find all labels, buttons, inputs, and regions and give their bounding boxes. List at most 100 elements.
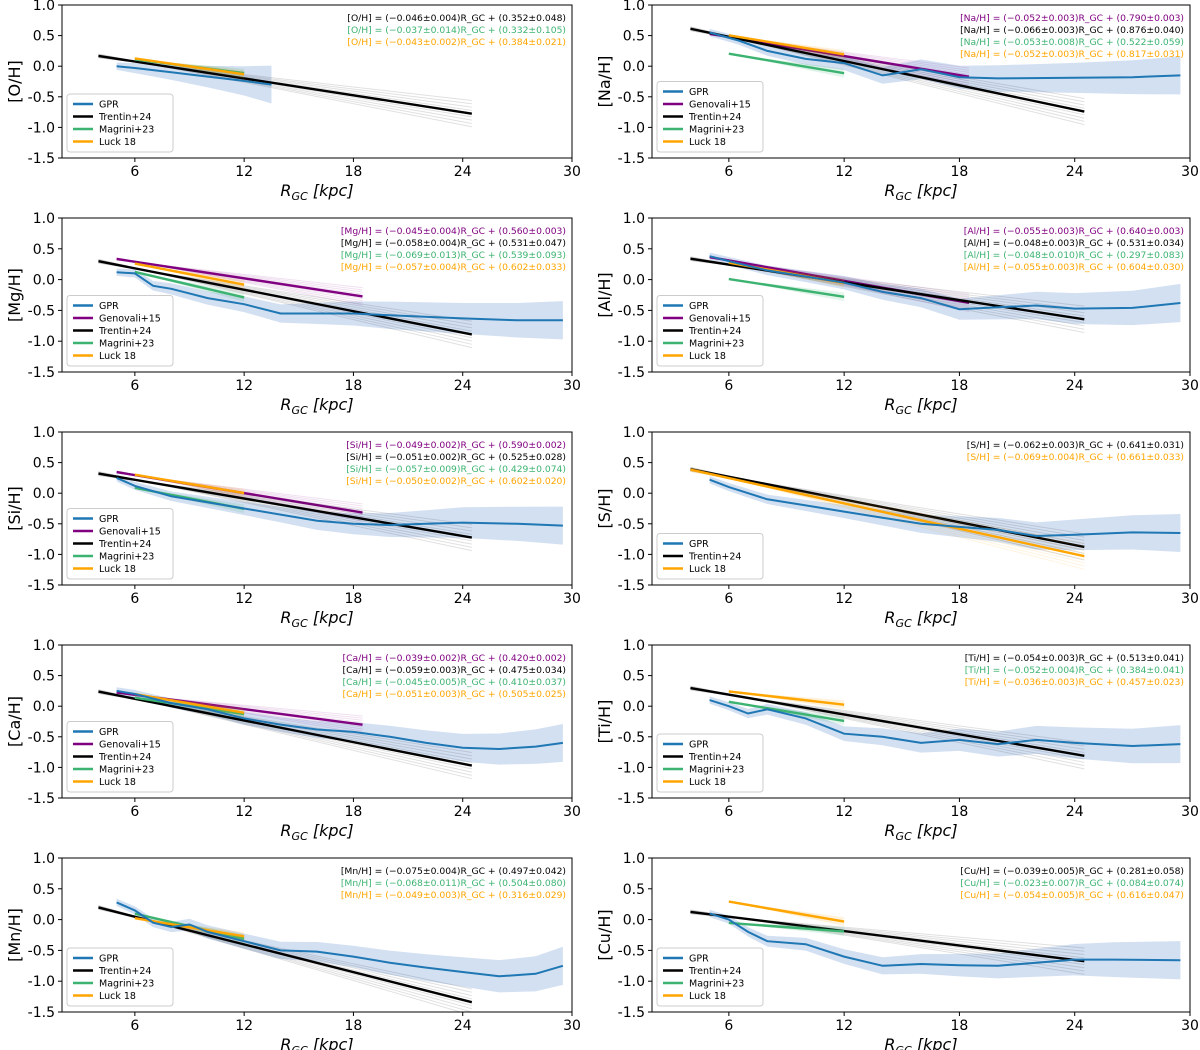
gpr-uncertainty-band — [709, 909, 1181, 980]
panel-na-h: 6 12 18 24 30 1.0 0.5 0.0 -0.5 -1.0 -1.5 RGC [kpc] [… — [595, 0, 1199, 203]
gpr-curve — [709, 478, 1181, 538]
fit-equation-luck-18: [Mg/H] = (−0.057±0.004)R_GC + (0.602±0.0… — [341, 262, 566, 273]
y-tick-label: 1.0 — [623, 0, 645, 14]
plot-area — [690, 26, 1181, 126]
legend-label-luck-18: Luck 18 — [99, 351, 136, 362]
x-tick-label: 18 — [345, 591, 363, 607]
gpr-curve — [709, 912, 1181, 967]
axes-frame — [651, 4, 1191, 159]
x-tick-label: 18 — [951, 804, 969, 820]
y-tick-label: 0.5 — [33, 242, 55, 258]
y-tick-label: -1.0 — [28, 120, 55, 136]
y-tick-label: 0.5 — [33, 669, 55, 685]
legend-frame — [66, 508, 174, 580]
x-axis-label: RGC [kpc] — [280, 1035, 353, 1050]
y-tick-label: -1.5 — [28, 791, 55, 807]
x-tick-label: 30 — [563, 164, 581, 180]
x-axis-label: RGC [kpc] — [280, 821, 353, 843]
y-axis-label: [Si/H] — [5, 486, 24, 531]
fit-equation-luck-18: [Al/H] = (−0.055±0.003)R_GC + (0.604±0.0… — [964, 262, 1184, 273]
fit-line-luck-18 — [134, 262, 245, 286]
y-tick-label: -0.5 — [618, 943, 645, 959]
x-tick-label: 24 — [1066, 591, 1084, 607]
y-axis-label: [Mn/H] — [5, 908, 24, 962]
y-tick-label: -1.5 — [618, 365, 645, 381]
legend-label-luck-18: Luck 18 — [99, 564, 136, 575]
x-tick-label: 30 — [1181, 804, 1199, 820]
fit-line-trentin-24 — [690, 27, 1085, 113]
legend-label-trentin-24: Trentin+24 — [98, 112, 151, 123]
y-tick-label: -0.5 — [618, 90, 645, 106]
y-tick-label: -1.0 — [618, 120, 645, 136]
legend-label-trentin-24: Trentin+24 — [688, 966, 741, 977]
y-axis-label: [Na/H] — [595, 56, 614, 108]
x-tick-label: 12 — [235, 591, 253, 607]
fit-equation-trentin-24: [Si/H] = (−0.051±0.002)R_GC + (0.525±0.0… — [346, 452, 566, 463]
fit-equation-magrini-23: [Cu/H] = (−0.023±0.007)R_GC + (0.084±0.0… — [960, 878, 1184, 889]
legend-label-trentin-24: Trentin+24 — [688, 752, 741, 763]
y-tick-label: 0.0 — [33, 486, 55, 502]
legend-label-trentin-24: Trentin+24 — [98, 326, 151, 337]
y-tick-label: 0.0 — [33, 913, 55, 929]
gpr-curve — [116, 65, 272, 86]
legend-frame — [656, 947, 764, 1007]
y-tick-label: 0.5 — [33, 29, 55, 45]
panel-ca-h: 6 12 18 24 30 1.0 0.5 0.0 -0.5 -1.0 -1.5 RGC [kpc] [… — [5, 638, 581, 843]
axes-frame — [61, 217, 573, 373]
y-tick-label: 0.0 — [623, 59, 645, 75]
fit-line-luck-18 — [134, 917, 245, 938]
y-tick-label: -0.5 — [28, 730, 55, 746]
fit-line-luck-18 — [728, 690, 845, 706]
x-axis-label: RGC [kpc] — [280, 181, 353, 203]
y-tick-label: -0.5 — [618, 730, 645, 746]
fit-equation-magrini-23: [Ti/H] = (−0.052±0.004)R_GC + (0.384±0.0… — [965, 665, 1184, 676]
x-tick-label: 12 — [835, 378, 853, 394]
legend-label-gpr: GPR — [99, 514, 119, 525]
fit-equation-magrini-23: [O/H] = (−0.037±0.014)R_GC + (0.332±0.10… — [347, 25, 566, 36]
panel-si-h: 6 12 18 24 30 1.0 0.5 0.0 -0.5 -1.0 -1.5 RGC [kpc] [… — [5, 425, 581, 630]
fit-line-trentin-24 — [98, 472, 473, 539]
y-tick-label: 1.0 — [33, 0, 55, 14]
fit-equation-luck-18: [Ca/H] = (−0.051±0.003)R_GC + (0.505±0.0… — [343, 689, 566, 700]
fit-equation-luck-18: [Na/H] = (−0.052±0.003)R_GC + (0.817±0.0… — [960, 49, 1184, 60]
gpr-uncertainty-band — [116, 898, 563, 993]
y-tick-label: -1.0 — [28, 547, 55, 563]
plot-area — [98, 257, 563, 349]
panel-ti-h: 6 12 18 24 30 1.0 0.5 0.0 -0.5 -1.0 -1.5 RGC [kpc] [… — [595, 638, 1199, 843]
fit-line-luck-18 — [690, 468, 1085, 558]
legend-label-gpr: GPR — [99, 727, 119, 738]
fit-line-luck-18 — [728, 34, 845, 56]
x-tick-label: 30 — [1181, 1018, 1199, 1034]
y-axis-label: [Mg/H] — [5, 268, 24, 322]
fit-equation-luck-18: [Mn/H] = (−0.049±0.003)R_GC + (0.316±0.0… — [341, 890, 566, 901]
fit-line-magrini-23 — [728, 921, 845, 933]
y-axis-label: [O/H] — [5, 60, 24, 103]
x-tick-label: 6 — [130, 1018, 139, 1034]
panel-cu-h: 6 12 18 24 30 1.0 0.5 0.0 -0.5 -1.0 -1.5 RGC [kpc] [… — [595, 851, 1199, 1050]
y-tick-label: 0.5 — [623, 456, 645, 472]
x-tick-label: 30 — [563, 378, 581, 394]
x-tick-label: 24 — [454, 591, 472, 607]
y-tick-label: 0.0 — [623, 699, 645, 715]
x-tick-label: 6 — [724, 1018, 733, 1034]
legend-label-gpr: GPR — [689, 740, 709, 751]
gpr-uncertainty-band — [709, 696, 1181, 764]
x-tick-label: 12 — [835, 1018, 853, 1034]
x-tick-label: 24 — [1066, 1018, 1084, 1034]
x-tick-label: 24 — [454, 378, 472, 394]
legend-label-magrini-23: Magrini+23 — [99, 552, 154, 563]
fit-line-trentin-24 — [98, 690, 473, 767]
legend-label-trentin-24: Trentin+24 — [688, 112, 741, 123]
y-tick-label: -1.0 — [618, 760, 645, 776]
y-tick-label: -1.0 — [28, 760, 55, 776]
y-tick-label: 0.0 — [623, 273, 645, 289]
gpr-curve — [116, 901, 564, 978]
legend-frame — [66, 947, 174, 1007]
y-axis-label: [Cu/H] — [595, 909, 614, 960]
x-tick-label: 12 — [835, 164, 853, 180]
legend-label-genovali-15: Genovali+15 — [99, 527, 161, 538]
